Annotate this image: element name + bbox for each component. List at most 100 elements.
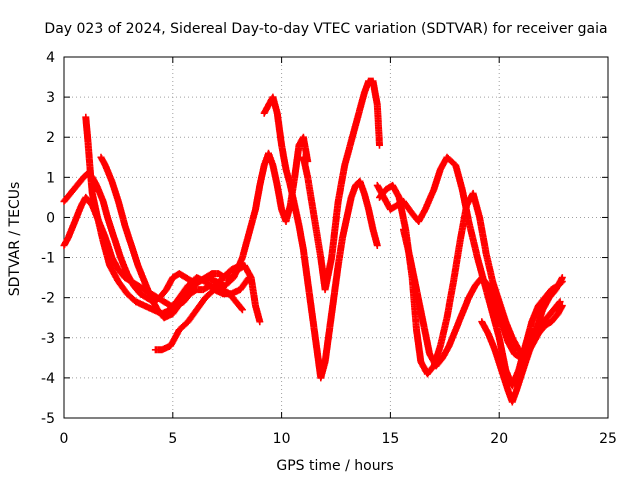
y-tick-label: -3	[41, 331, 55, 347]
data-point	[489, 304, 492, 307]
data-point	[258, 184, 262, 187]
data-point	[391, 184, 394, 187]
x-axis-label: GPS time / hours	[276, 458, 393, 474]
series-trace-11	[478, 274, 566, 406]
data-point	[528, 348, 531, 352]
data-point	[552, 308, 555, 311]
data-point	[345, 216, 349, 219]
data-point	[69, 192, 72, 195]
data-point	[136, 264, 140, 267]
data-point	[117, 200, 120, 203]
data-point	[350, 140, 353, 143]
data-point	[130, 244, 133, 247]
data-point	[162, 316, 166, 319]
data-point	[504, 368, 507, 372]
data-point	[417, 220, 420, 223]
marker-trail	[373, 153, 566, 390]
data-point	[519, 356, 523, 360]
data-point	[330, 256, 333, 259]
data-point	[123, 276, 127, 279]
data-point	[302, 136, 305, 139]
data-point	[280, 208, 283, 211]
data-point	[493, 300, 497, 303]
data-point	[88, 168, 92, 171]
data-point	[101, 240, 105, 243]
data-point	[343, 164, 346, 167]
data-point	[371, 79, 375, 83]
data-point	[230, 268, 233, 271]
data-point	[289, 204, 292, 207]
data-point	[445, 156, 449, 159]
data-point	[408, 256, 412, 259]
data-point	[471, 192, 475, 195]
data-point	[415, 288, 418, 291]
data-point	[280, 144, 283, 147]
data-point	[117, 280, 120, 283]
data-series	[60, 77, 566, 406]
data-point	[506, 388, 510, 392]
x-tick-label: 5	[168, 431, 177, 447]
data-point	[558, 300, 562, 303]
data-point	[145, 296, 148, 299]
data-point	[189, 288, 192, 291]
data-point	[323, 288, 327, 291]
series-trace-6	[260, 93, 381, 382]
data-point	[171, 312, 174, 315]
data-point	[195, 276, 198, 279]
data-point	[197, 280, 201, 283]
data-point	[136, 284, 140, 287]
data-point	[556, 312, 560, 315]
data-point	[154, 348, 157, 352]
data-point	[247, 276, 251, 279]
data-point	[498, 300, 501, 303]
data-point	[241, 308, 244, 311]
data-point	[210, 272, 214, 275]
data-point	[223, 284, 227, 287]
data-point	[95, 184, 98, 187]
data-point	[162, 300, 166, 303]
plot-frame	[63, 56, 609, 419]
data-point	[515, 388, 518, 392]
data-point	[110, 180, 114, 183]
chart-title: Day 023 of 2024, Sidereal Day-to-day VTE…	[44, 21, 607, 37]
data-point	[439, 168, 442, 171]
data-point	[517, 368, 520, 372]
data-point	[160, 348, 164, 352]
x-tick-label: 20	[490, 431, 508, 447]
y-axis: -5 -4 -3 -2 -1 0 1 2 3 4	[41, 50, 55, 427]
data-point	[234, 300, 238, 303]
data-point	[511, 336, 514, 339]
data-point	[289, 184, 292, 187]
data-point	[550, 320, 553, 323]
data-point	[480, 320, 483, 323]
data-point	[284, 220, 288, 223]
data-point	[73, 220, 77, 223]
data-point	[302, 248, 305, 251]
data-point	[239, 264, 242, 267]
data-point	[84, 196, 87, 199]
data-point	[332, 296, 336, 299]
data-point	[230, 292, 233, 295]
y-tick-label: 4	[46, 50, 55, 66]
data-point	[284, 168, 288, 171]
x-axis: 0 5 10 15 20 25	[60, 431, 617, 447]
y-tick-label: -5	[41, 411, 55, 427]
y-tick-label: -1	[41, 251, 55, 267]
data-point	[363, 91, 366, 95]
data-point	[367, 208, 370, 211]
data-point	[376, 184, 379, 187]
axis-ticks	[63, 56, 609, 419]
data-point	[306, 280, 309, 283]
data-point	[378, 144, 381, 147]
data-point	[62, 244, 66, 247]
data-point	[169, 344, 172, 347]
data-point	[99, 156, 103, 159]
y-tick-label: 3	[46, 90, 55, 106]
data-point	[254, 208, 257, 211]
data-point	[461, 188, 464, 191]
data-point	[537, 304, 540, 307]
data-point	[104, 164, 107, 167]
x-tick-label: 10	[273, 431, 291, 447]
data-point	[376, 103, 379, 107]
